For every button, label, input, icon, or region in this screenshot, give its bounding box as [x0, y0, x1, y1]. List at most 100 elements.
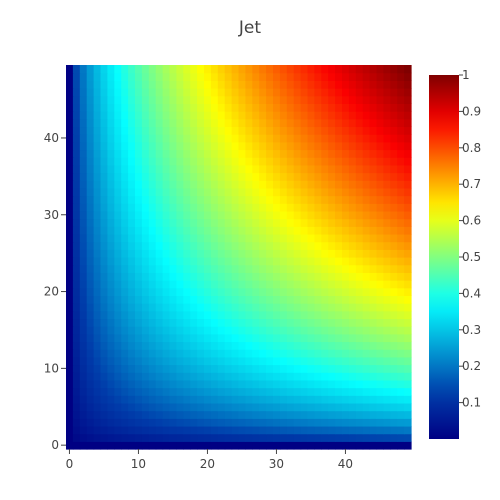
- heatmap-cell: [114, 349, 122, 358]
- heatmap-cell: [321, 111, 329, 120]
- heatmap-cell: [266, 95, 274, 104]
- heatmap-cell: [266, 210, 274, 220]
- heatmap-cell: [224, 187, 233, 197]
- heatmap-cell: [141, 372, 150, 381]
- heatmap-cell: [279, 418, 288, 427]
- heatmap-cell: [107, 303, 115, 312]
- heatmap-cell: [176, 226, 184, 235]
- heatmap-cell: [266, 134, 274, 143]
- heatmap-cell: [217, 287, 226, 296]
- heatmap-cell: [162, 72, 171, 81]
- heatmap-cell: [342, 180, 350, 189]
- heatmap-cell: [328, 387, 336, 396]
- heatmap-cell: [141, 287, 150, 296]
- heatmap-cell: [293, 441, 302, 450]
- heatmap-cell: [362, 164, 371, 174]
- heatmap-cell: [183, 310, 191, 320]
- heatmap-cell: [307, 441, 315, 450]
- heatmap-cell: [390, 280, 398, 289]
- heatmap-cell: [121, 65, 129, 74]
- heatmap-cell: [107, 241, 115, 250]
- heatmap-cell: [273, 402, 281, 412]
- heatmap-cell: [273, 395, 281, 404]
- heatmap-cell: [183, 402, 191, 412]
- heatmap-cell: [383, 210, 391, 220]
- heatmap-cell: [259, 318, 267, 327]
- heatmap-cell: [397, 272, 405, 281]
- heatmap-cell: [114, 387, 122, 396]
- heatmap-cell: [93, 333, 102, 343]
- heatmap-cell: [162, 233, 171, 243]
- heatmap-cell: [252, 157, 260, 166]
- heatmap-cell: [348, 356, 357, 366]
- x-axis: 0 10 20 30 40: [66, 449, 353, 471]
- heatmap-cell: [210, 318, 219, 327]
- heatmap-cell: [328, 141, 336, 151]
- heatmap-cell: [224, 111, 233, 120]
- heatmap-cell: [369, 210, 378, 220]
- heatmap-cell: [66, 249, 74, 258]
- heatmap-cell: [135, 233, 143, 243]
- heatmap-cell: [176, 111, 184, 120]
- heatmap-cell: [307, 134, 315, 143]
- heatmap-cell: [259, 72, 267, 81]
- heatmap-cell: [224, 264, 233, 273]
- heatmap-cell: [100, 402, 108, 412]
- heatmap-cell: [390, 149, 398, 158]
- heatmap-cell: [293, 349, 302, 358]
- heatmap-cell: [328, 257, 336, 266]
- heatmap-cell: [376, 88, 384, 97]
- heatmap-cell: [128, 272, 136, 281]
- heatmap-cell: [135, 264, 143, 273]
- heatmap-cell: [238, 233, 246, 243]
- heatmap-cell: [155, 395, 164, 404]
- heatmap-cell: [169, 72, 177, 81]
- heatmap-cell: [162, 326, 171, 335]
- heatmap-cell: [279, 303, 288, 312]
- heatmap-cell: [162, 387, 171, 396]
- heatmap-cell: [66, 180, 74, 189]
- heatmap-cell: [390, 410, 398, 419]
- heatmap-cell: [128, 264, 136, 273]
- heatmap-cell: [279, 410, 288, 419]
- heatmap-cell: [328, 310, 336, 320]
- heatmap-cell: [321, 103, 329, 112]
- heatmap-cell: [252, 356, 260, 366]
- heatmap-cell: [238, 157, 246, 166]
- heatmap-cell: [231, 349, 240, 358]
- heatmap-cell: [135, 272, 143, 281]
- heatmap-cell: [383, 103, 391, 112]
- heatmap-cell: [252, 95, 260, 104]
- heatmap-cell: [383, 356, 391, 366]
- heatmap-cell: [321, 257, 329, 266]
- heatmap-cell: [307, 280, 315, 289]
- heatmap-cell: [355, 203, 364, 212]
- heatmap-cell: [86, 333, 95, 343]
- heatmap-cell: [231, 372, 240, 381]
- heatmap-cell: [197, 310, 205, 320]
- heatmap-cell: [148, 241, 157, 250]
- heatmap-cell: [390, 326, 398, 335]
- heatmap-cell: [121, 233, 129, 243]
- heatmap-cell: [141, 111, 150, 120]
- heatmap-cell: [300, 425, 309, 435]
- heatmap-cell: [190, 257, 198, 266]
- heatmap-cell: [328, 272, 336, 281]
- heatmap-cell: [369, 349, 378, 358]
- heatmap-cell: [300, 164, 309, 174]
- heatmap-cell: [204, 257, 212, 266]
- heatmap-cell: [307, 65, 315, 74]
- heatmap-cell: [231, 210, 240, 220]
- heatmap-cell: [348, 218, 357, 227]
- heatmap-cell: [335, 425, 343, 435]
- heatmap-cell: [300, 387, 309, 396]
- heatmap-cell: [314, 272, 322, 281]
- heatmap-cell: [293, 318, 302, 327]
- heatmap-cell: [293, 249, 302, 258]
- heatmap-cell: [190, 126, 198, 135]
- heatmap-cell: [86, 203, 95, 212]
- heatmap-cell: [197, 187, 205, 197]
- heatmap-cell: [93, 318, 102, 327]
- heatmap-cell: [390, 318, 398, 327]
- heatmap-cell: [279, 134, 288, 143]
